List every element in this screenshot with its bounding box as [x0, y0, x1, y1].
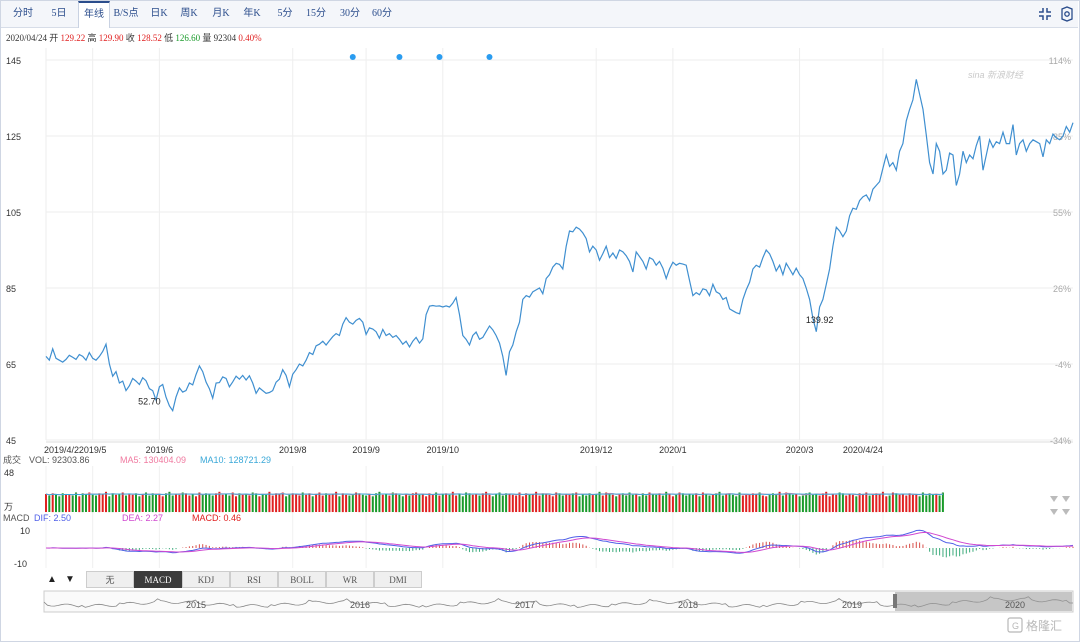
tab-分时[interactable]: 分时 — [13, 8, 33, 19]
tab-5日[interactable]: 5日 — [51, 8, 67, 19]
indicator-tab-RSI[interactable]: RSI — [230, 571, 278, 588]
arrow-down-button[interactable]: ▼ — [65, 574, 75, 585]
volume-value: 92304 — [213, 33, 237, 43]
indicator-tab-BOLL[interactable]: BOLL — [278, 571, 326, 588]
tab-周K[interactable]: 周K — [180, 8, 198, 19]
tab-30分[interactable]: 30分 — [340, 8, 360, 19]
period-toolbar: 分时 5日 年线 B/S点 日K 周K 月K 年K 5分 15分 30分 60分 — [1, 1, 1078, 28]
tab-月K[interactable]: 月K — [212, 8, 230, 19]
settings-icon[interactable] — [1059, 6, 1075, 22]
indicator-tab-WR[interactable]: WR — [326, 571, 374, 588]
close-label: 收 — [125, 33, 135, 43]
tab-15分[interactable]: 15分 — [306, 8, 326, 19]
open-label: 开 — [49, 33, 59, 43]
close-value: 128.52 — [137, 33, 162, 43]
volume-label: 量 — [202, 33, 212, 43]
indicator-tab-KDJ[interactable]: KDJ — [182, 571, 230, 588]
low-value: 126.60 — [175, 33, 201, 43]
indicator-tab-无[interactable]: 无 — [86, 571, 134, 588]
tab-60分[interactable]: 60分 — [372, 8, 392, 19]
high-label: 高 — [87, 33, 97, 43]
tab-5分[interactable]: 5分 — [277, 8, 293, 19]
indicator-tab-MACD[interactable]: MACD — [134, 571, 182, 588]
low-label: 低 — [164, 33, 174, 43]
tab-B/S点[interactable]: B/S点 — [113, 8, 139, 19]
arrow-up-button[interactable]: ▲ — [47, 574, 57, 585]
open-value: 129.22 — [60, 33, 86, 43]
ohlc-info: 2020/04/24 开 129.22 高 129.90 收 128.52 低 … — [6, 31, 262, 44]
fullscreen-icon[interactable] — [1037, 6, 1053, 22]
change-percent: 0.40% — [238, 33, 262, 43]
high-value: 129.90 — [98, 33, 124, 43]
tab-年线[interactable]: 年线 — [78, 1, 110, 28]
tab-日K[interactable]: 日K — [150, 8, 168, 19]
info-date: 2020/04/24 — [6, 33, 48, 43]
tab-年K[interactable]: 年K — [243, 8, 261, 19]
indicator-tab-DMI[interactable]: DMI — [374, 571, 422, 588]
